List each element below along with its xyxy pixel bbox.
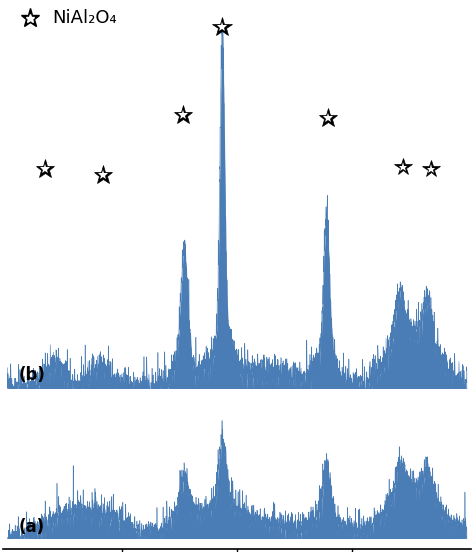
Text: (a): (a) (19, 518, 45, 536)
Text: (b): (b) (19, 366, 46, 384)
Text: NiAl₂O₄: NiAl₂O₄ (52, 9, 117, 27)
